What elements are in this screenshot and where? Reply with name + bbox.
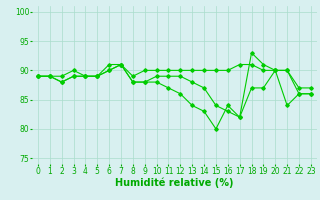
X-axis label: Humidité relative (%): Humidité relative (%) bbox=[115, 177, 234, 188]
